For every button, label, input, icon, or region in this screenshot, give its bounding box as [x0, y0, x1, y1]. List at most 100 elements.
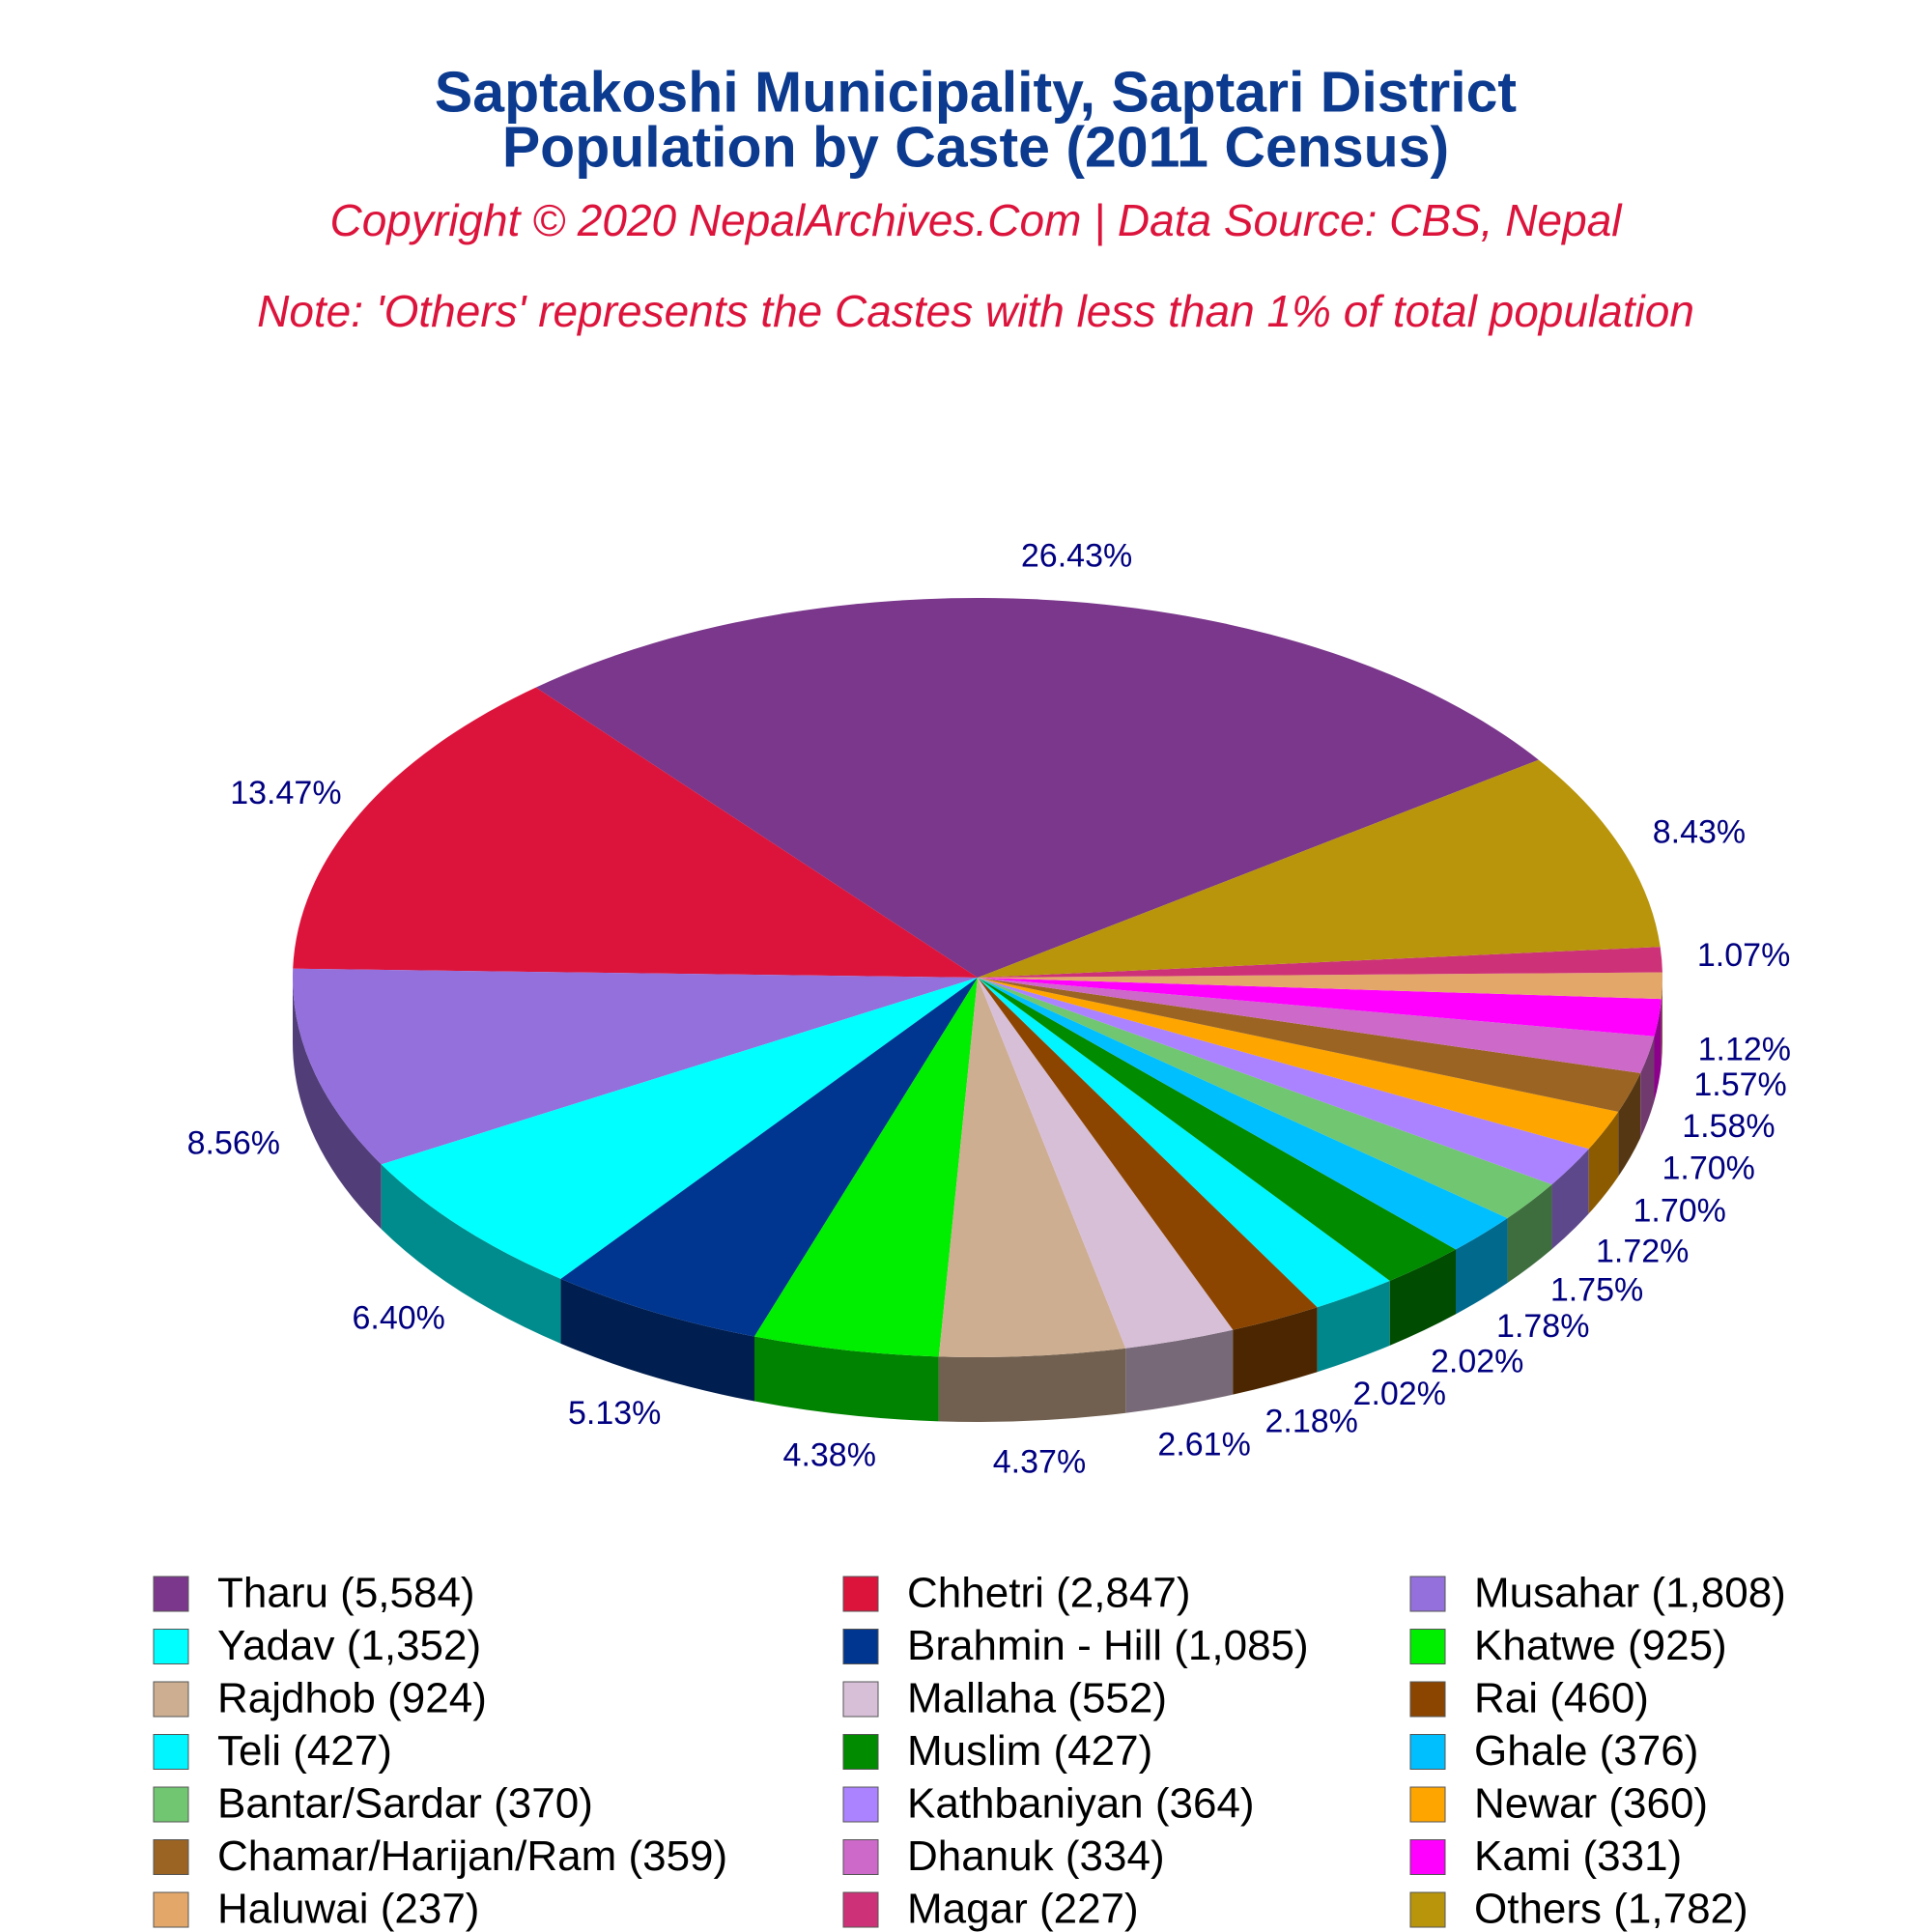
legend-swatch [1409, 1576, 1446, 1612]
slice-side [560, 1278, 755, 1402]
legend-label: Haluwai (237) [217, 1886, 479, 1932]
legend-swatch [1409, 1681, 1446, 1718]
data-label: 1.07% [1697, 937, 1790, 974]
legend-label: Kami (331) [1474, 1833, 1682, 1880]
legend-swatch [153, 1839, 189, 1875]
legend-label: Rajdhob (924) [217, 1675, 487, 1722]
legend-swatch [842, 1734, 879, 1770]
data-label: 8.56% [187, 1124, 280, 1161]
slice [978, 978, 1662, 1037]
data-label: 2.61% [1157, 1426, 1250, 1463]
legend-label: Tharu (5,584) [217, 1570, 475, 1617]
slice [978, 978, 1456, 1281]
data-label: 1.12% [1698, 1031, 1791, 1067]
slice [978, 978, 1508, 1250]
slice-side [1654, 999, 1662, 1101]
legend-label: Brahmin - Hill (1,085) [907, 1622, 1309, 1669]
data-label: 1.75% [1550, 1271, 1643, 1308]
slice [293, 687, 978, 978]
legend-swatch [842, 1576, 879, 1612]
chart-subtitle: Population by Caste (2011 Census) [502, 116, 1449, 180]
slice [754, 978, 978, 1357]
data-label: 4.37% [993, 1444, 1086, 1481]
legend-swatch [1409, 1629, 1446, 1664]
slice-side [1507, 1184, 1552, 1283]
data-label: 8.43% [1653, 813, 1746, 850]
data-label: 2.02% [1353, 1376, 1446, 1412]
slice-side [1389, 1249, 1456, 1346]
legend-label: Khatwe (925) [1474, 1622, 1727, 1669]
slice [938, 978, 1126, 1357]
data-label: 4.38% [783, 1437, 876, 1474]
slice-side [1455, 1217, 1508, 1315]
slice [978, 978, 1234, 1349]
data-label: 2.02% [1431, 1343, 1523, 1379]
data-label: 1.70% [1634, 1192, 1726, 1229]
slice-side [293, 978, 382, 1230]
slice-side [1317, 1280, 1390, 1373]
legend-label: Ghale (376) [1474, 1727, 1698, 1775]
slice [381, 978, 978, 1279]
legend-swatch [1409, 1891, 1446, 1928]
slice-side [1588, 1111, 1619, 1214]
slice-side [1551, 1149, 1589, 1250]
legend-label: Bantar/Sardar (370) [217, 1780, 593, 1828]
slice [535, 598, 1539, 978]
slice [560, 978, 978, 1337]
note: Note: 'Others' represents the Castes wit… [257, 286, 1694, 336]
data-label: 1.58% [1682, 1108, 1775, 1145]
legend-swatch [153, 1681, 189, 1718]
legend-label: Musahar (1,808) [1474, 1570, 1786, 1617]
legend-label: Teli (427) [217, 1727, 392, 1775]
data-label: 2.18% [1264, 1403, 1357, 1439]
legend-swatch [842, 1786, 879, 1823]
slice [978, 978, 1641, 1112]
chart-title: Saptakoshi Municipality, Saptari Distric… [435, 61, 1517, 125]
slice [978, 978, 1655, 1073]
slice-side [938, 1348, 1126, 1423]
slice [978, 978, 1390, 1308]
data-label: 1.78% [1496, 1308, 1589, 1345]
source: Copyright © 2020 NepalArchives.Com | Dat… [329, 195, 1623, 245]
legend-label: Dhanuk (334) [907, 1833, 1165, 1880]
data-label: 6.40% [353, 1299, 445, 1336]
legend-label: Kathbaniyan (364) [907, 1780, 1255, 1828]
legend-swatch [153, 1734, 189, 1770]
legend-label: Rai (460) [1474, 1675, 1649, 1722]
legend-swatch [842, 1839, 879, 1875]
slice [978, 972, 1662, 1000]
slice [978, 978, 1589, 1185]
data-label: 1.57% [1693, 1066, 1786, 1103]
slice-side [1618, 1072, 1641, 1177]
slice-side [1233, 1307, 1318, 1395]
legend-label: Mallaha (552) [907, 1675, 1167, 1722]
slice-side [1640, 1036, 1655, 1138]
legend-swatch [1409, 1786, 1446, 1823]
data-label: 1.72% [1596, 1233, 1689, 1269]
legend-swatch [842, 1629, 879, 1664]
legend-label: Muslim (427) [907, 1727, 1152, 1775]
slice [978, 978, 1552, 1218]
slice [293, 968, 978, 1165]
legend-label: Yadav (1,352) [217, 1622, 481, 1669]
slice [978, 759, 1661, 978]
slice-side [1125, 1329, 1234, 1413]
legend-swatch [153, 1576, 189, 1612]
legend-swatch [1409, 1839, 1446, 1875]
legend-label: Magar (227) [907, 1886, 1139, 1932]
legend-swatch [153, 1786, 189, 1823]
slice [978, 947, 1662, 978]
data-label: 13.47% [230, 775, 341, 811]
data-label: 26.43% [1021, 538, 1132, 575]
data-label: 5.13% [568, 1395, 661, 1432]
slice [978, 978, 1318, 1330]
legend-swatch [153, 1629, 189, 1664]
legend-label: Chhetri (2,847) [907, 1570, 1190, 1617]
slice [978, 978, 1619, 1150]
legend-swatch [842, 1681, 879, 1718]
legend-label: Chamar/Harijan/Ram (359) [217, 1833, 727, 1880]
legend-label: Newar (360) [1474, 1780, 1708, 1828]
legend-swatch [1409, 1734, 1446, 1770]
